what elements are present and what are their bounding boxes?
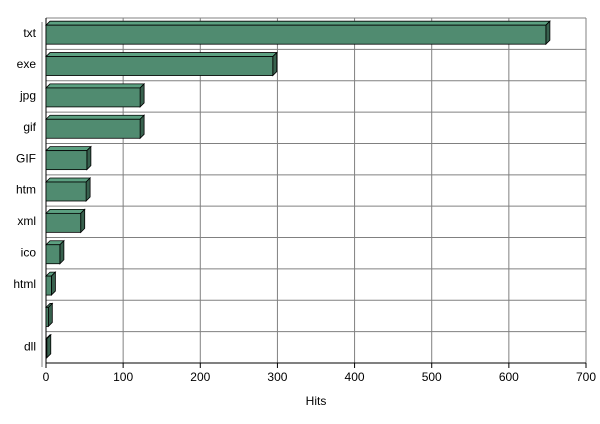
bar [45, 56, 274, 76]
bar [45, 181, 87, 202]
bar [45, 150, 88, 171]
bar [45, 244, 61, 265]
bar [45, 212, 82, 233]
x-tick-label: 700 [576, 370, 596, 384]
y-tick-label: jpg [19, 89, 36, 103]
bar-side [85, 177, 91, 202]
x-tick-label: 200 [190, 370, 210, 384]
bar-side [139, 114, 145, 140]
bar-top [45, 114, 146, 120]
x-tick-label: 400 [345, 370, 365, 384]
bar [45, 338, 48, 359]
bar [45, 118, 141, 139]
bar-top [45, 208, 86, 214]
bar-top [45, 83, 146, 89]
x-axis-title: Hits [306, 394, 327, 408]
bar [45, 307, 49, 327]
bar-top [45, 146, 92, 152]
bar-side [272, 51, 278, 77]
y-tick-label: exe [17, 57, 37, 71]
y-tick-label: gif [23, 120, 36, 134]
bar-side [59, 239, 65, 265]
y-tick-label: xml [17, 214, 36, 228]
y-tick-label: dll [24, 339, 36, 353]
bar-side [86, 145, 92, 171]
bar-side [545, 20, 551, 46]
bar-side [139, 82, 145, 108]
y-tick-label: htm [16, 183, 36, 197]
x-tick-label: 600 [499, 370, 519, 384]
y-tick-label: GIF [16, 151, 36, 165]
x-tick-label: 100 [113, 370, 133, 384]
y-tick-label: txt [23, 26, 36, 40]
bar-side [80, 208, 86, 234]
y-tick-label: ico [21, 245, 37, 259]
bar-side [46, 333, 52, 359]
bar [45, 275, 52, 296]
bar-top [45, 52, 278, 57]
bar [45, 24, 547, 45]
bar [45, 87, 141, 108]
bar-side [47, 302, 53, 328]
x-tick-label: 0 [43, 370, 50, 384]
y-tick-label: html [13, 277, 36, 291]
x-tick-label: 500 [422, 370, 442, 384]
x-tick-label: 300 [267, 370, 287, 384]
bar-side [51, 271, 56, 297]
bar-top [45, 20, 551, 26]
bar-top [45, 177, 92, 183]
